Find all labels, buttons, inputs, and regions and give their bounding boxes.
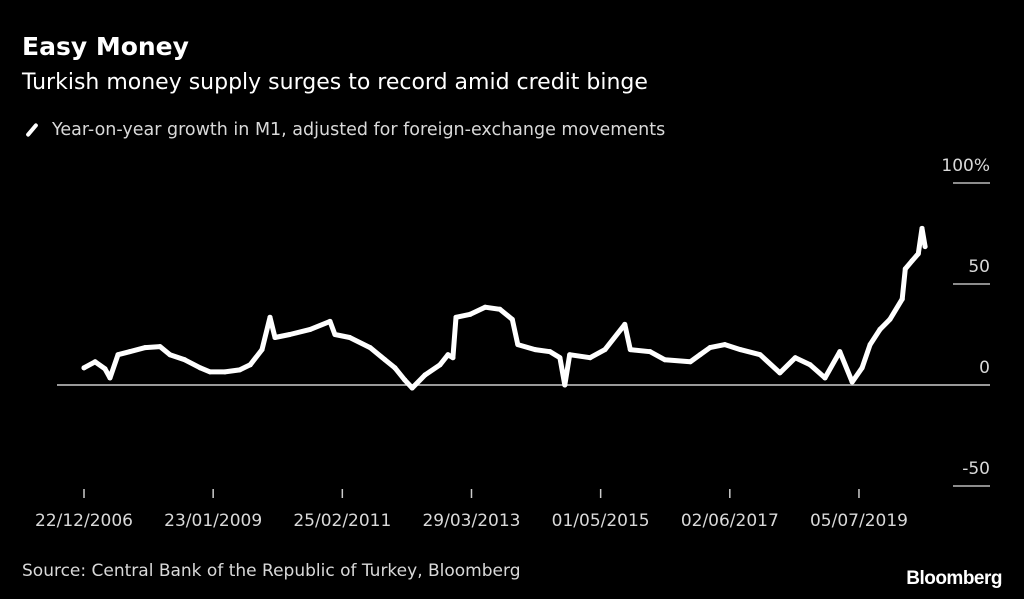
data-point [557, 355, 563, 361]
chart-subtitle: Turkish money supply surges to record am… [22, 70, 648, 95]
data-point [859, 365, 865, 371]
data-point [445, 352, 451, 358]
x-tick-label: 23/01/2009 [164, 511, 262, 531]
data-point [887, 316, 893, 322]
data-point [777, 370, 783, 376]
data-point [547, 349, 553, 355]
data-point [627, 347, 633, 353]
data-point [647, 349, 653, 355]
data-point [497, 306, 503, 312]
data-point [867, 342, 873, 348]
data-point [822, 375, 828, 381]
data-point [509, 316, 515, 322]
x-tick-label: 29/03/2013 [422, 511, 520, 531]
data-point [602, 347, 608, 353]
data-point [402, 377, 408, 383]
data-point [127, 349, 133, 355]
data-point [562, 382, 568, 388]
data-point [272, 335, 278, 341]
y-tick-label: 100% [941, 156, 990, 176]
series-line [81, 225, 928, 391]
data-point [207, 369, 213, 375]
data-point [757, 352, 763, 358]
data-point [902, 266, 908, 272]
x-axis: 22/12/2006 23/01/2009 25/02/2011 29/03/2013… [35, 489, 908, 531]
data-point [899, 296, 905, 302]
data-point [662, 357, 668, 363]
series-lines [81, 225, 928, 391]
data-point [922, 244, 928, 250]
data-point [687, 359, 693, 365]
x-tick-label: 22/12/2006 [35, 511, 133, 531]
data-point [697, 352, 703, 358]
data-point [332, 332, 338, 337]
data-point [437, 362, 443, 368]
data-point [237, 367, 243, 373]
y-tick-label: 50 [968, 257, 990, 277]
data-point [81, 365, 87, 371]
data-point [92, 359, 98, 365]
y-axis: 100% 50 0 -50 [57, 156, 990, 487]
data-point [622, 321, 628, 327]
data-point [115, 352, 121, 358]
x-tick-label: 25/02/2011 [293, 511, 391, 531]
data-point [267, 314, 273, 320]
data-point [532, 347, 538, 353]
data-point [142, 345, 148, 351]
data-point [707, 345, 713, 351]
legend: Year-on-year growth in M1, adjusted for … [24, 120, 665, 140]
data-point [392, 365, 398, 371]
legend-label: Year-on-year growth in M1, adjusted for … [52, 120, 666, 140]
data-point [197, 365, 203, 371]
data-point [515, 342, 521, 348]
y-tick-label: -50 [962, 459, 990, 479]
data-point [182, 357, 188, 363]
data-point [877, 326, 883, 332]
data-point [157, 344, 163, 350]
data-point [919, 225, 925, 231]
data-point [347, 335, 353, 341]
data-point [307, 326, 313, 332]
data-point [482, 304, 488, 310]
x-tick-label: 02/06/2017 [681, 511, 779, 531]
data-point [367, 345, 373, 351]
data-point [909, 258, 915, 264]
data-point [467, 311, 473, 317]
data-point [167, 352, 173, 358]
x-tick-label: 01/05/2015 [552, 511, 650, 531]
data-point [567, 352, 573, 358]
data-point [107, 375, 113, 381]
data-point [247, 362, 253, 368]
x-tick-label: 05/07/2019 [810, 511, 908, 531]
data-point [849, 379, 855, 385]
y-tick-label: 0 [979, 358, 990, 378]
chart-title: Easy Money [22, 32, 189, 61]
data-point [287, 332, 293, 337]
data-point [587, 355, 593, 361]
data-point [222, 369, 228, 375]
data-point [792, 355, 798, 361]
data-point [807, 362, 813, 368]
data-point [837, 349, 843, 355]
data-point [722, 342, 728, 348]
data-point [327, 318, 333, 324]
data-point [102, 366, 108, 372]
data-point [422, 372, 428, 378]
data-point [409, 385, 415, 391]
data-point [915, 251, 921, 257]
data-point [259, 347, 265, 353]
data-point [453, 314, 459, 320]
source-note: Source: Central Bank of the Republic of … [22, 561, 521, 581]
bloomberg-logo: Bloomberg [906, 568, 1002, 589]
data-point [450, 355, 456, 361]
data-point [737, 347, 743, 353]
data-point [382, 357, 388, 363]
